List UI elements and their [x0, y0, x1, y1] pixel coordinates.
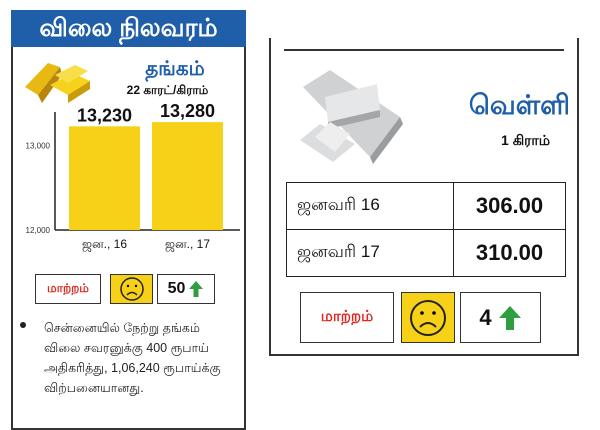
y-tick-label: 12,000 [26, 226, 51, 235]
sad-face-icon [110, 274, 153, 304]
bar [69, 126, 140, 230]
price-cell: 310.00 [453, 229, 566, 277]
table-row: ஜனவரி 17 310.00 [286, 229, 566, 277]
silver-change-number: 4 [479, 304, 492, 330]
date-cell: ஜனவரி 16 [286, 182, 454, 230]
gold-bars-icon [25, 63, 90, 103]
divider [284, 49, 564, 51]
price-cell: 306.00 [453, 182, 566, 230]
gold-unit: 22 காரட்/கிராம் [126, 83, 209, 97]
arrow-up-icon [498, 305, 521, 330]
table-row: ஜனவரி 16 306.00 [286, 182, 566, 230]
bullet-icon [20, 322, 26, 328]
gold-change-number: 50 [167, 280, 186, 297]
gold-change-label: மாற்றம் [35, 274, 101, 304]
silver-change-value: 4 [460, 292, 541, 343]
silver-panel [269, 38, 579, 356]
date-cell: ஜனவரி 17 [286, 229, 454, 277]
sad-face-icon [401, 292, 455, 343]
gold-price-chart: 12,000 13,000 13,230 ஜன., 16 13,280 ஜன., 17 [26, 101, 240, 252]
x-tick-label: ஜன., 17 [165, 237, 210, 252]
silver-title: வெள்ளி [468, 90, 570, 120]
x-tick-label: ஜன., 16 [82, 237, 127, 252]
silver-unit: 1 கிராம் [501, 132, 550, 148]
page-title: விலை நிலவரம் [11, 10, 246, 47]
y-tick-label: 13,000 [26, 142, 51, 151]
gold-note: சென்னையில் நேற்று தங்கம் விலை சவரனுக்கு … [44, 321, 221, 395]
bar-value-label: 13,280 [160, 101, 215, 121]
bar-value-label: 13,230 [77, 105, 132, 125]
silver-price-table: ஜனவரி 16 306.00 ஜனவரி 17 310.00 [286, 182, 566, 277]
gold-change-value: 50 [157, 274, 215, 304]
silver-change-label: மாற்றம் [300, 292, 394, 343]
arrow-up-icon [189, 281, 204, 297]
gold-title: தங்கம் [145, 58, 205, 80]
silver-bars-icon [300, 70, 403, 164]
bar [152, 122, 223, 230]
